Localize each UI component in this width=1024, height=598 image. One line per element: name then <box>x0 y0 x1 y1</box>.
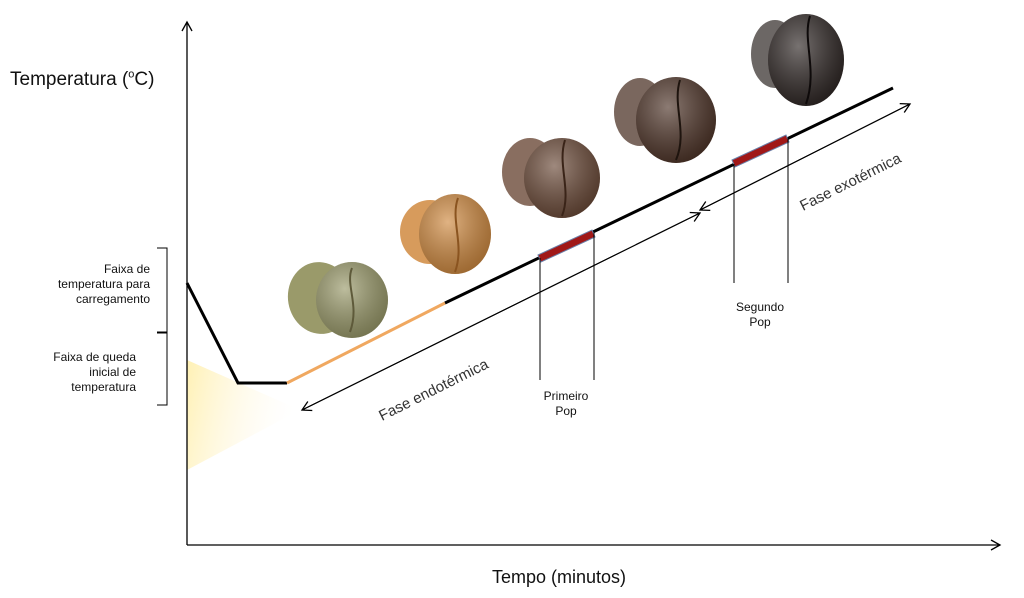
roasting-line <box>444 86 894 305</box>
drop-bracket <box>157 332 168 406</box>
endothermic-label: Fase endotérmica <box>376 356 492 425</box>
yellow-bean-icon <box>400 194 491 274</box>
glow-wedge <box>187 360 300 470</box>
drop-range-label: Faixa de queda inicial de temperatura <box>53 350 136 394</box>
endothermic-arrow-right <box>301 211 702 411</box>
first-pop-label: Primeiro Pop <box>543 389 589 418</box>
drying-phase-line <box>286 301 446 385</box>
y-label-degree: o <box>128 68 135 81</box>
green-bean-icon <box>287 262 388 338</box>
dark-roast-bean-icon <box>751 14 844 106</box>
second-pop-band <box>731 134 790 168</box>
exothermic-arrow-right <box>699 102 912 211</box>
loading-range-label: Faixa de temperatura para carregamento <box>57 262 150 306</box>
y-label-suffix: C) <box>134 69 155 90</box>
second-pop-label: Segundo Pop <box>735 300 785 329</box>
x-axis-label: Tempo (minutos) <box>492 567 627 587</box>
coffee-beans <box>287 14 844 338</box>
loading-bracket <box>157 247 168 333</box>
medium-roast-bean-icon <box>614 77 716 163</box>
y-axis-label: Temperatura (oC) <box>10 68 154 92</box>
temperature-drop-line <box>185 282 287 385</box>
light-roast-bean-icon <box>502 138 600 218</box>
y-label-prefix: Temperatura ( <box>10 69 129 90</box>
exothermic-label: Fase exotérmica <box>797 150 904 215</box>
first-pop-band <box>537 229 596 263</box>
